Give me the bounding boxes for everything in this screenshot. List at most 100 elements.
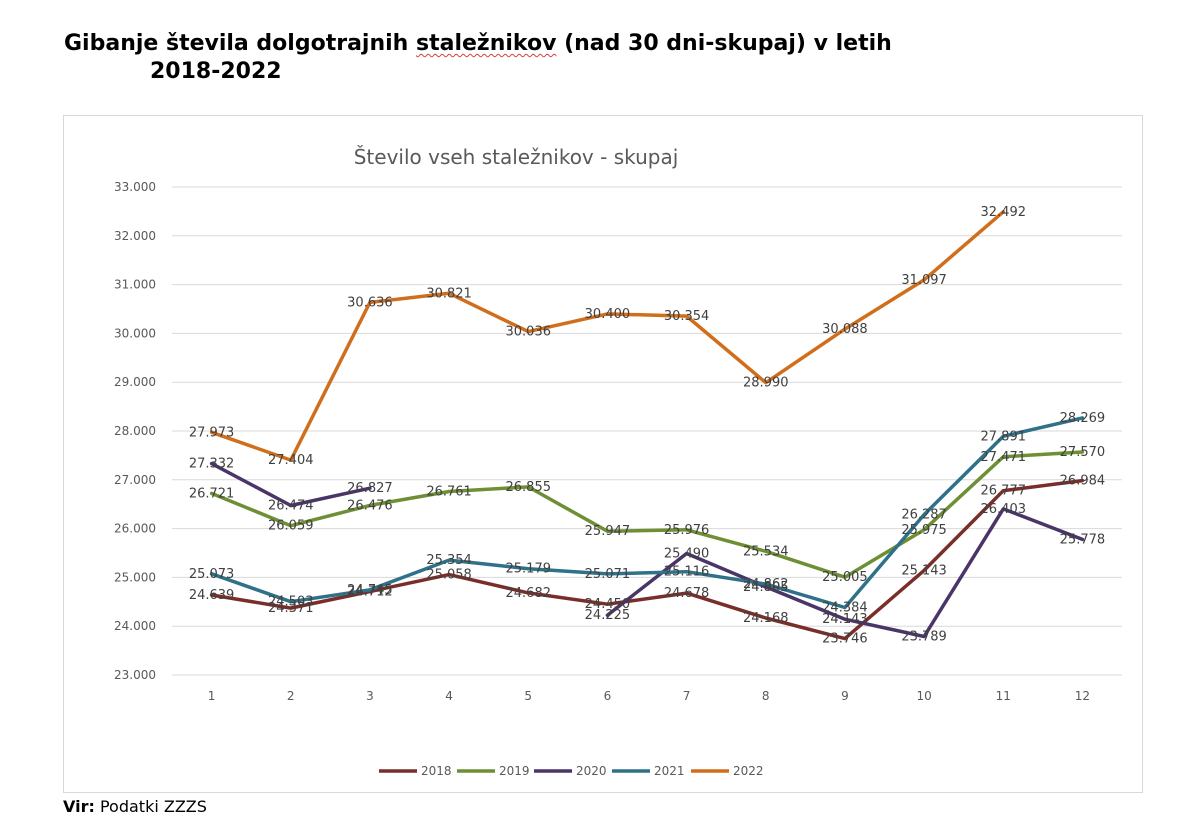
data-label-2022: 30.354 [664,309,710,324]
data-label-2018: 24.639 [189,588,235,603]
data-label-2019: 26.761 [426,484,472,499]
y-tick-label: 31.000 [114,278,156,292]
data-label-2020: 24.225 [585,608,631,623]
x-tick-label: 9 [841,689,849,703]
data-label-2019: 26.059 [268,519,314,534]
x-tick-label: 12 [1075,689,1090,703]
data-label-2021: 27.891 [981,429,1027,444]
series-line-2022 [209,210,1006,462]
y-tick-label: 26.000 [114,522,156,536]
x-tick-label: 2 [287,689,295,703]
data-label-2018: 24.682 [506,586,552,601]
data-label-2021: 24.745 [347,583,393,598]
data-label-2019: 25.534 [743,544,789,559]
data-label-2021: 25.354 [426,553,472,568]
data-label-2020: 26.403 [981,502,1027,517]
x-tick-label: 1 [208,689,216,703]
data-label-2020: 25.490 [664,546,710,561]
y-tick-label: 27.000 [114,473,156,487]
legend-label-2021: 2021 [654,764,685,778]
x-tick-label: 11 [996,689,1011,703]
y-tick-label: 29.000 [114,375,156,389]
source-label: Vir: [63,797,95,816]
data-label-2020: 25.778 [1060,532,1106,547]
data-label-2020: 26.474 [268,498,314,513]
legend-label-2022: 2022 [733,764,764,778]
data-label-2020: 23.789 [901,629,947,644]
data-label-2019: 25.976 [664,523,710,538]
x-tick-label: 6 [604,689,612,703]
title-part1: Gibanje števila dolgotrajnih [64,31,416,56]
data-label-2021: 25.179 [506,562,552,577]
chart-title: Število vseh staležnikov - skupaj [354,145,679,169]
data-label-2018: 25.058 [426,568,472,583]
title-part2: (nad 30 dni-skupaj) v letih [556,31,892,56]
data-label-2020: 26.827 [347,481,393,496]
title-years: 2018-2022 [150,59,282,84]
x-tick-label: 4 [445,689,453,703]
data-label-2019: 26.855 [506,480,552,495]
line-chart: Število vseh staležnikov - skupaj 23.000 2… [114,145,1122,778]
data-label-2022: 30.400 [585,307,631,322]
source-text: Podatki ZZZS [94,797,207,816]
data-label-2019: 25.005 [822,570,868,585]
data-label-2018: 25.143 [901,563,947,578]
series-line-2019 [209,450,1085,579]
data-label-2018: 24.450 [585,597,631,612]
data-label-2019: 27.570 [1060,445,1106,460]
title-underlined-word: staležnikov [415,31,557,56]
data-label-2019: 25.975 [901,523,947,538]
x-tick-label: 10 [916,689,931,703]
y-tick-label: 23.000 [114,668,156,682]
data-label-2019: 25.947 [585,524,631,539]
data-label-2022: 30.088 [822,322,868,337]
y-tick-label: 24.000 [114,619,156,633]
data-label-2022: 30.636 [347,295,393,310]
data-label-2018: 23.746 [822,632,868,647]
source-note: Vir: Podatki ZZZS [63,797,207,816]
data-label-2021: 28.269 [1060,411,1106,426]
y-tick-label: 33.000 [114,180,156,194]
y-tick-label: 28.000 [114,424,156,438]
y-tick-label: 32.000 [114,229,156,243]
data-label-2020: 24.143 [822,612,868,627]
x-tick-label: 3 [366,689,374,703]
data-label-2022: 27.404 [268,453,314,468]
page-title: Gibanje števila dolgotrajnih staležnikov… [64,30,892,86]
legend-label-2018: 2018 [421,764,452,778]
series-line-2018 [209,478,1085,641]
data-label-2022: 30.821 [426,286,472,301]
legend-label-2019: 2019 [499,764,530,778]
data-label-2021: 25.116 [664,565,710,580]
data-label-2018: 26.984 [1060,474,1106,489]
series-line-2021 [209,416,1085,610]
series-line-2020 [605,507,1085,639]
x-tick-label: 7 [683,689,691,703]
x-tick-label: 5 [524,689,532,703]
data-label-2021: 24.503 [268,595,314,610]
data-label-2018: 24.712 [347,584,393,599]
data-label-2022: 28.990 [743,376,789,391]
data-label-2021: 24.384 [822,600,868,615]
data-label-2018: 24.168 [743,611,789,626]
data-label-2018: 26.777 [981,484,1027,499]
data-label-2022: 32.492 [981,205,1027,220]
data-label-2019: 26.721 [189,486,235,501]
chart-frame: Število vseh staležnikov - skupaj 23.000 2… [63,115,1143,793]
series-line-2020 [209,461,372,508]
y-tick-label: 30.000 [114,326,156,340]
data-label-2022: 31.097 [901,273,947,288]
data-label-2019: 27.471 [981,450,1027,465]
data-label-2018: 24.678 [664,586,710,601]
data-label-2018: 24.371 [268,601,314,616]
data-label-2019: 26.476 [347,498,393,513]
x-tick-label: 8 [762,689,770,703]
data-label-2022: 30.036 [506,325,552,340]
data-label-2021: 25.073 [189,567,235,582]
data-label-2022: 27.973 [189,425,235,440]
data-label-2021: 26.287 [901,508,947,523]
y-tick-label: 25.000 [114,570,156,584]
data-label-2020: 24.805 [743,580,789,595]
data-label-2021: 25.071 [585,567,631,582]
data-label-2020: 27.332 [189,457,235,472]
